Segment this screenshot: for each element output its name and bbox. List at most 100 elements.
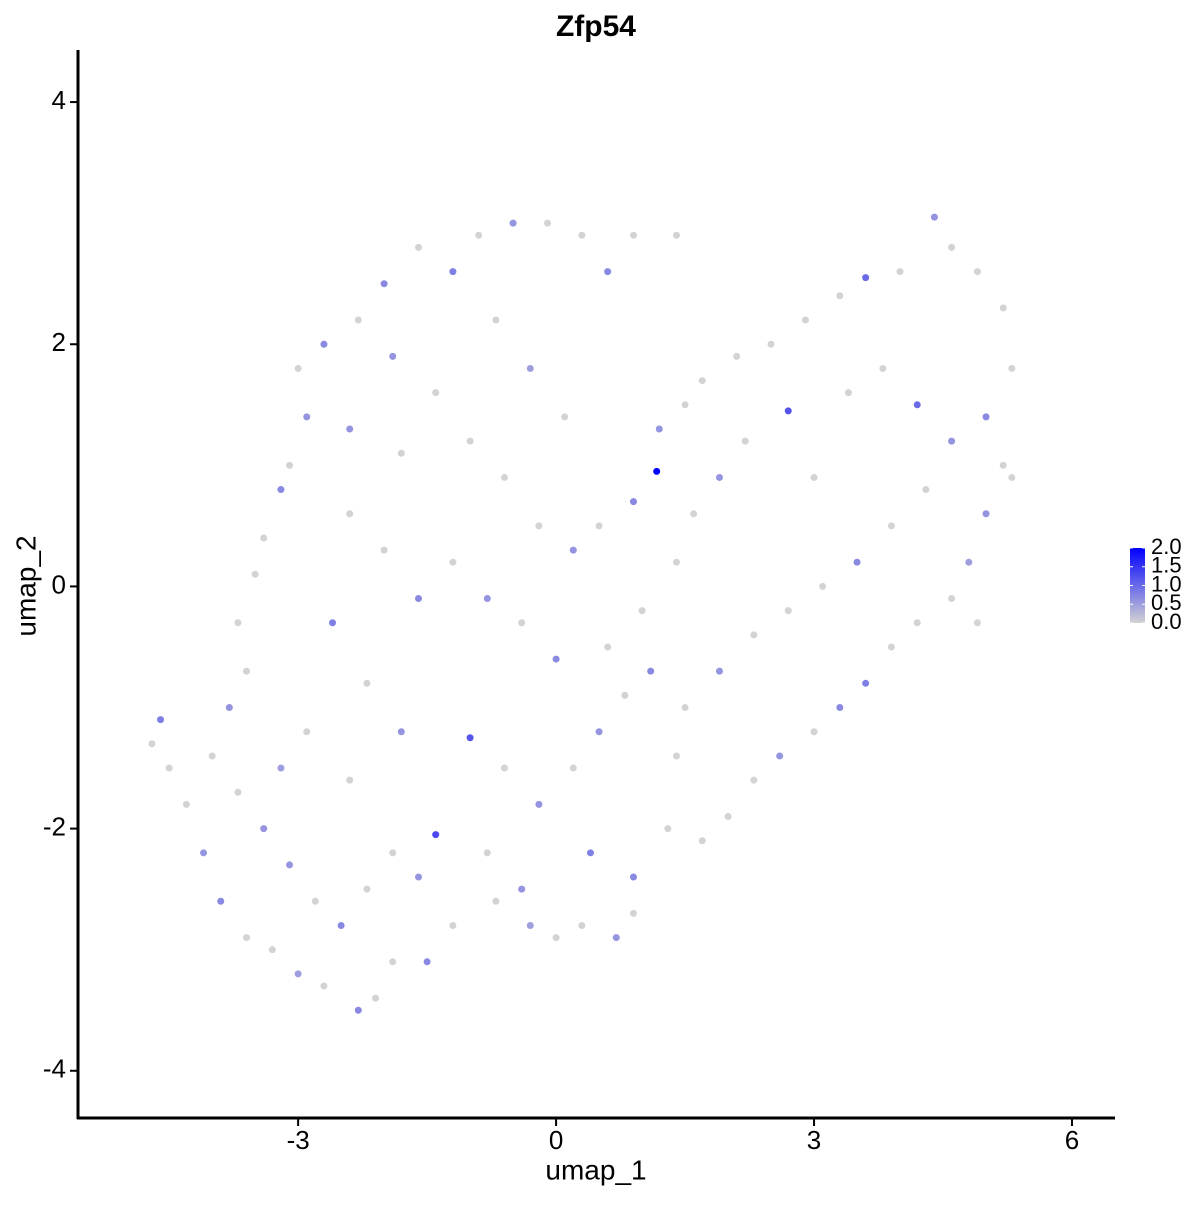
cell-point <box>653 467 661 475</box>
cell-point <box>200 849 208 857</box>
cell-point <box>887 643 895 651</box>
cell-point <box>715 473 723 481</box>
cell-point <box>1008 364 1016 372</box>
cell-point <box>836 704 844 712</box>
cell-point <box>492 897 500 905</box>
cell-point <box>948 595 956 603</box>
cell-point <box>543 219 551 227</box>
cell-point <box>389 958 397 966</box>
cell-point <box>973 268 981 276</box>
cell-point <box>836 292 844 300</box>
cell-point <box>853 558 861 566</box>
cell-point <box>380 280 388 288</box>
colorbar-label: 0.5 <box>1151 590 1182 615</box>
cell-point <box>698 837 706 845</box>
cell-point <box>466 734 474 742</box>
cell-point <box>973 619 981 627</box>
cell-point <box>999 304 1007 312</box>
cell-point <box>475 231 483 239</box>
cell-point <box>483 849 491 857</box>
cell-point <box>784 407 792 415</box>
cell-point <box>629 231 637 239</box>
cell-point <box>294 970 302 978</box>
cell-point <box>518 619 526 627</box>
cell-point <box>535 522 543 530</box>
chart-title: Zfp54 <box>556 10 636 43</box>
cell-point <box>862 679 870 687</box>
cell-point <box>750 776 758 784</box>
cell-point <box>922 486 930 494</box>
cell-point <box>715 667 723 675</box>
cell-point <box>449 268 457 276</box>
cell-point <box>234 619 242 627</box>
cell-point <box>303 413 311 421</box>
cell-point <box>423 958 431 966</box>
cell-point <box>415 243 423 251</box>
cell-point <box>810 473 818 481</box>
cell-point <box>569 546 577 554</box>
cell-point <box>260 534 268 542</box>
cell-point <box>500 473 508 481</box>
cell-point <box>629 498 637 506</box>
cell-point <box>578 231 586 239</box>
cell-point <box>724 812 732 820</box>
cell-point <box>672 752 680 760</box>
cell-point <box>767 340 775 348</box>
cell-point <box>647 667 655 675</box>
cell-point <box>750 631 758 639</box>
cell-point <box>578 921 586 929</box>
cell-point <box>698 377 706 385</box>
cell-point <box>372 994 380 1002</box>
cell-point <box>629 873 637 881</box>
cell-point <box>329 619 337 627</box>
cell-point <box>999 461 1007 469</box>
cell-point <box>526 364 534 372</box>
cell-point <box>217 897 225 905</box>
x-tick-label: 3 <box>807 1125 821 1155</box>
cell-point <box>389 849 397 857</box>
cell-point <box>500 764 508 772</box>
cell-point <box>397 449 405 457</box>
cell-point <box>681 401 689 409</box>
cell-point <box>346 776 354 784</box>
cell-point <box>346 425 354 433</box>
cell-point <box>449 558 457 566</box>
cell-point <box>604 643 612 651</box>
cell-point <box>690 510 698 518</box>
cell-point <box>982 510 990 518</box>
x-tick-label: 0 <box>549 1125 563 1155</box>
cell-point <box>526 921 534 929</box>
cell-point <box>518 885 526 893</box>
cell-point <box>277 486 285 494</box>
cell-point <box>483 595 491 603</box>
cell-point <box>561 413 569 421</box>
cell-point <box>887 522 895 530</box>
cell-point <box>346 510 354 518</box>
cell-point <box>260 825 268 833</box>
cell-point <box>251 570 259 578</box>
cell-point <box>965 558 973 566</box>
cell-point <box>672 558 680 566</box>
cell-point <box>784 607 792 615</box>
cell-point <box>913 401 921 409</box>
cell-point <box>733 352 741 360</box>
cell-point <box>629 909 637 917</box>
cell-point <box>844 389 852 397</box>
cell-point <box>913 619 921 627</box>
x-axis-title: umap_1 <box>545 1154 646 1185</box>
cell-point <box>243 667 251 675</box>
x-tick-label: 6 <box>1065 1125 1079 1155</box>
y-tick-label: 2 <box>52 327 66 357</box>
cell-point <box>879 364 887 372</box>
cell-point <box>586 849 594 857</box>
cell-point <box>337 921 345 929</box>
cell-point <box>595 522 603 530</box>
cell-point <box>389 352 397 360</box>
cell-point <box>638 607 646 615</box>
cell-point <box>432 831 440 839</box>
cell-point <box>415 873 423 881</box>
cell-point <box>311 897 319 905</box>
cell-point <box>354 1006 362 1014</box>
cell-point <box>449 921 457 929</box>
